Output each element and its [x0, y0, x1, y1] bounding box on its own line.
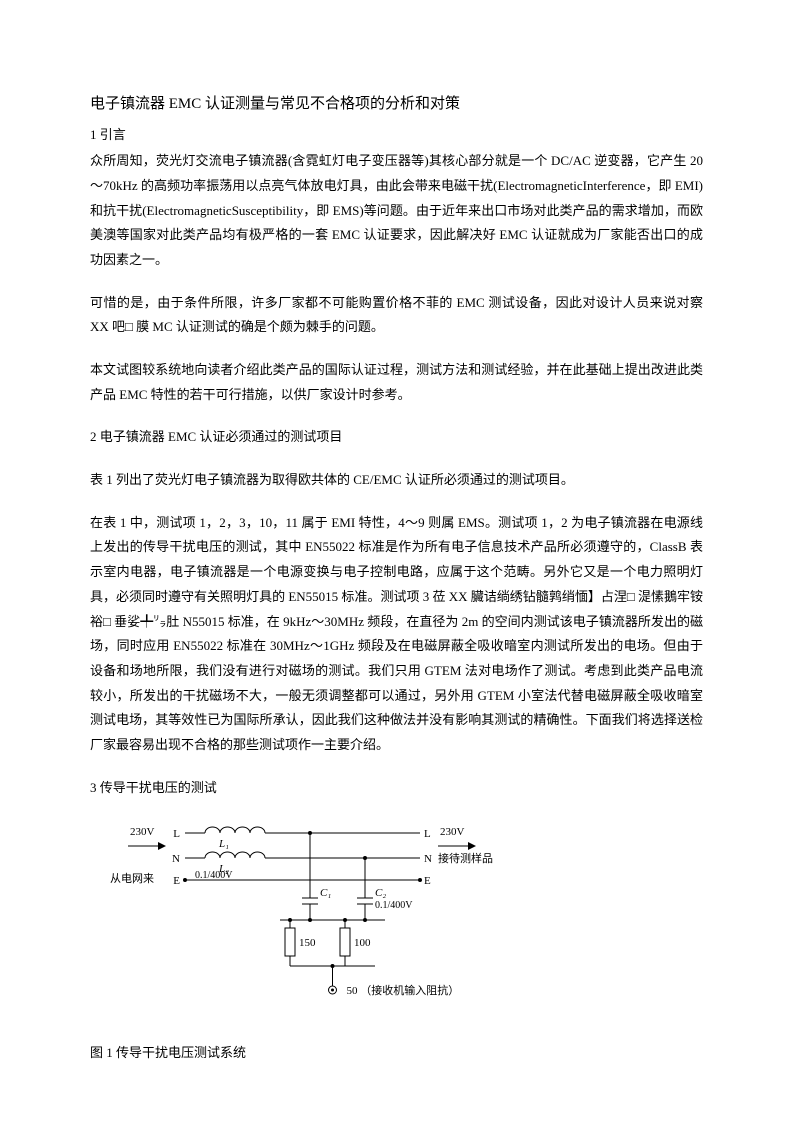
circuit-diagram: LNELNE230V从电网来230V接待测样品L₁L₂0.1/400VC₁C₂0…	[110, 818, 703, 1027]
svg-text:E: E	[173, 875, 180, 887]
document-title: 电子镇流器 EMC 认证测量与常见不合格项的分析和对策	[90, 90, 703, 119]
section1-para2: 可惜的是，由于条件所限，许多厂家都不可能购置价格不菲的 EMC 测试设备，因此对…	[90, 291, 703, 340]
svg-text:C₂: C₂	[375, 887, 386, 899]
section1-heading: 1 引言	[90, 123, 703, 148]
svg-text:230V: 230V	[130, 826, 155, 838]
svg-text:50 （接收机输入阻抗）: 50 （接收机输入阻抗）	[347, 983, 460, 997]
svg-text:L: L	[173, 828, 180, 840]
svg-text:N: N	[424, 853, 432, 865]
svg-text:E: E	[424, 875, 431, 887]
figure1-caption: 图 1 传导干扰电压测试系统	[90, 1041, 703, 1066]
section3-heading: 3 传导干扰电压的测试	[90, 776, 703, 801]
section1-para3: 本文试图较系统地向读者介绍此类产品的国际认证过程，测试方法和测试经验，并在此基础…	[90, 358, 703, 407]
svg-text:100: 100	[354, 937, 371, 949]
svg-text:接待测样品: 接待测样品	[438, 851, 493, 865]
svg-text:N: N	[172, 853, 180, 865]
svg-text:0.1/400V: 0.1/400V	[195, 870, 233, 881]
section2-heading: 2 电子镇流器 EMC 认证必须通过的测试项目	[90, 425, 703, 450]
svg-text:L: L	[424, 828, 431, 840]
section1-para1: 众所周知，荧光灯交流电子镇流器(含霓虹灯电子变压器等)其核心部分就是一个 DC/…	[90, 149, 703, 272]
section2-para1: 表 1 列出了荧光灯电子镇流器为取得欧共体的 CE/EMC 认证所必须通过的测试…	[90, 468, 703, 493]
svg-text:230V: 230V	[440, 826, 465, 838]
section2-para2: 在表 1 中，测试项 1，2，3，10，11 属于 EMI 特性，4～9 则属 …	[90, 511, 703, 758]
svg-text:L₁: L₁	[218, 838, 229, 850]
svg-text:150: 150	[299, 937, 316, 949]
svg-text:0.1/400V: 0.1/400V	[375, 900, 413, 911]
svg-text:C₁: C₁	[320, 887, 331, 899]
circuit-svg: LNELNE230V从电网来230V接待测样品L₁L₂0.1/400VC₁C₂0…	[110, 818, 530, 1018]
svg-text:从电网来: 从电网来	[110, 872, 154, 885]
